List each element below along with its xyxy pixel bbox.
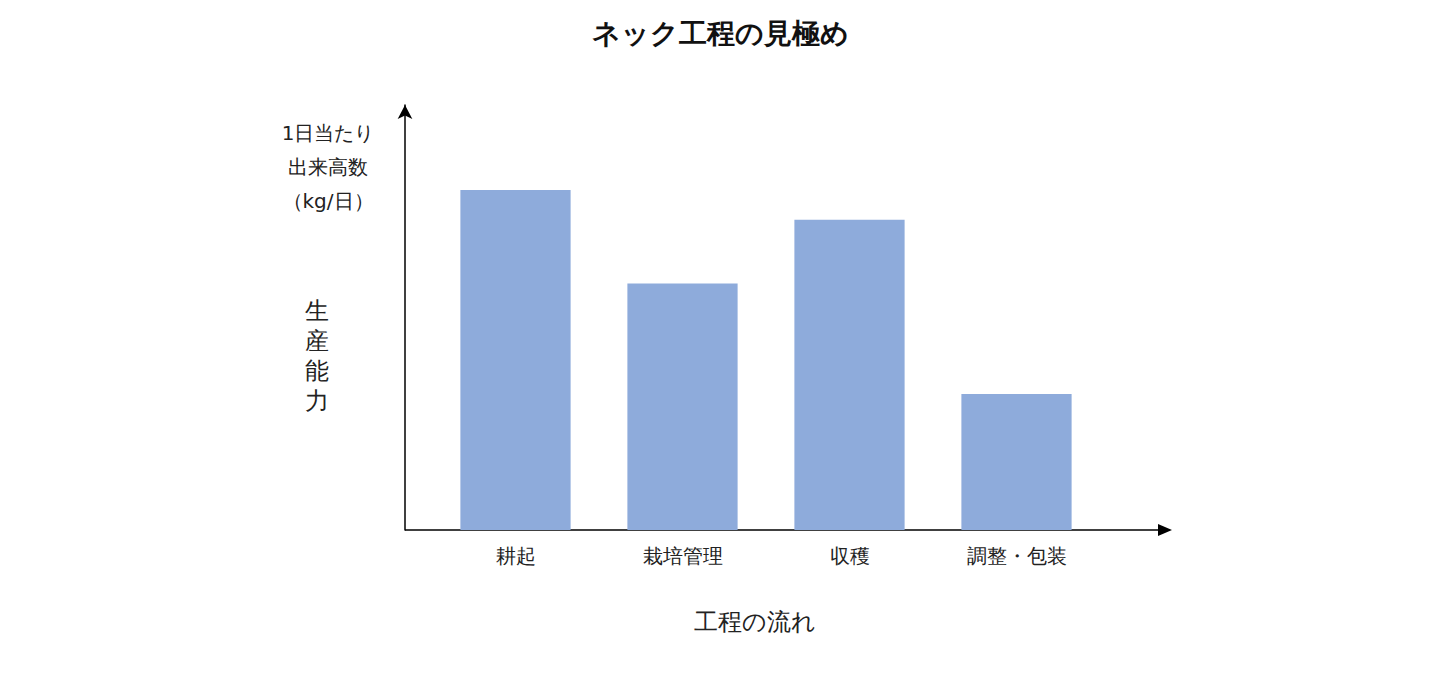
svg-text:力: 力 bbox=[305, 387, 329, 415]
svg-text:栽培管理: 栽培管理 bbox=[643, 544, 723, 568]
svg-text:出来高数: 出来高数 bbox=[288, 155, 368, 179]
svg-text:能: 能 bbox=[305, 357, 329, 385]
svg-text:生: 生 bbox=[305, 297, 329, 325]
svg-text:ネック工程の見極め: ネック工程の見極め bbox=[592, 17, 849, 50]
svg-text:工程の流れ: 工程の流れ bbox=[694, 608, 816, 636]
svg-text:産: 産 bbox=[305, 327, 329, 355]
svg-text:（kg/日）: （kg/日） bbox=[282, 189, 373, 213]
svg-text:1日当たり: 1日当たり bbox=[282, 121, 375, 145]
svg-text:調整・包装: 調整・包装 bbox=[967, 544, 1067, 568]
svg-text:収穫: 収穫 bbox=[830, 544, 870, 568]
svg-text:耕起: 耕起 bbox=[496, 544, 536, 568]
